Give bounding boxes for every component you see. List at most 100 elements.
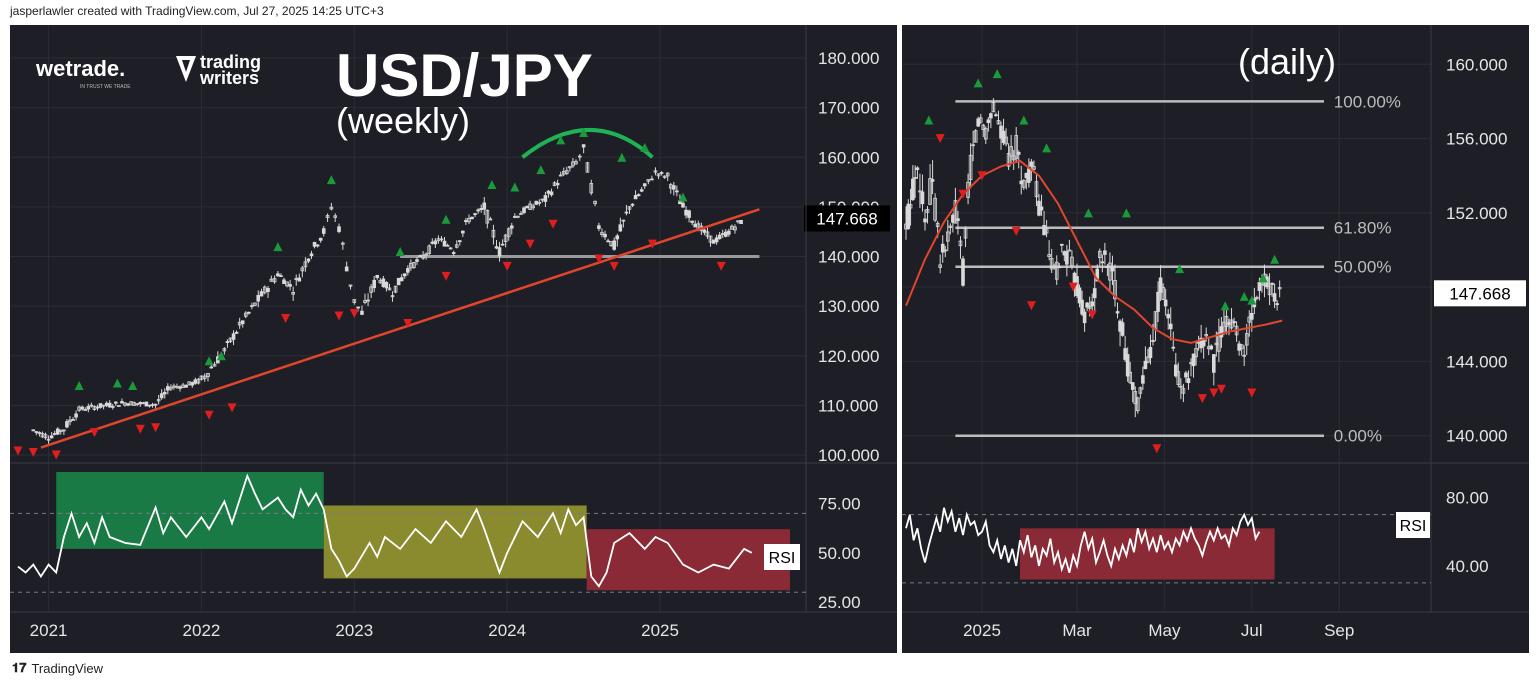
candle-body	[603, 233, 607, 238]
candle-body	[356, 306, 360, 309]
y-tick-label: 130.000	[818, 297, 879, 316]
up-marker	[1042, 143, 1052, 153]
candle-body	[467, 217, 471, 223]
candle-body	[920, 191, 925, 205]
candle-body	[445, 244, 450, 247]
candle-body	[938, 264, 942, 268]
candle-body	[585, 162, 590, 173]
candle-body	[279, 275, 283, 278]
candle-body	[266, 288, 270, 292]
candle-body	[723, 231, 728, 237]
candle-body	[1057, 266, 1062, 269]
candle-body	[739, 219, 743, 225]
candle-body	[98, 403, 103, 408]
candle-body	[396, 277, 401, 286]
candle-body	[285, 281, 289, 287]
candle-body	[1087, 306, 1092, 309]
daily-chart-title: (daily)	[1238, 41, 1336, 82]
candle-body	[636, 194, 641, 197]
down-marker	[403, 318, 413, 328]
candle-body	[62, 429, 66, 432]
candle-body	[1270, 282, 1274, 285]
rsi-tick-label: 40.00	[1446, 557, 1489, 576]
candle-body	[439, 238, 444, 241]
candle-body	[978, 117, 983, 123]
down-marker	[1087, 310, 1097, 320]
candle-body	[162, 391, 167, 395]
candle-body	[1100, 261, 1105, 264]
up-marker	[1270, 254, 1280, 264]
candle-body	[1092, 288, 1097, 299]
candle-body	[1108, 262, 1112, 281]
candle-body	[1186, 378, 1191, 384]
up-marker	[1239, 291, 1249, 301]
candle-body	[1209, 345, 1214, 350]
last-price-box	[1434, 280, 1526, 307]
up-marker	[326, 175, 336, 185]
last-price-box	[804, 205, 890, 232]
y-tick-label: 120.000	[818, 347, 879, 366]
candle-body	[259, 291, 264, 297]
rsi-tick-label: 25.00	[818, 593, 861, 612]
candle-body	[1103, 250, 1107, 255]
candle-body	[412, 262, 416, 268]
up-marker	[1247, 295, 1257, 305]
candle-body	[34, 431, 39, 433]
up-marker	[678, 192, 688, 202]
candle-body	[104, 402, 109, 406]
candle-body	[733, 226, 737, 231]
candle-body	[1229, 319, 1234, 329]
down-marker	[525, 239, 535, 249]
wetrade-logo-text: wetrade.	[35, 56, 125, 81]
down-marker	[1247, 388, 1257, 398]
candle-body	[1194, 348, 1198, 358]
candle-body	[1022, 180, 1026, 188]
chart-credit: jasperlawler created with TradingView.co…	[10, 4, 384, 18]
candle-body	[454, 244, 459, 248]
candle-body	[1171, 346, 1176, 349]
candle-body	[1095, 268, 1100, 282]
y-tick-label: 144.000	[1446, 352, 1507, 371]
down-marker	[609, 261, 619, 271]
candle-body	[705, 231, 710, 237]
x-tick-label: 2025	[641, 621, 679, 640]
candle-body	[457, 240, 462, 243]
up-marker	[556, 135, 566, 145]
candle-body	[390, 295, 395, 298]
candle-body	[253, 302, 257, 306]
candle-body	[662, 175, 667, 178]
candle-body	[37, 432, 42, 434]
candle-body	[708, 235, 713, 243]
candle-body	[83, 409, 88, 411]
candle-body	[222, 348, 227, 352]
candle-body	[953, 200, 958, 224]
candle-body	[1204, 334, 1209, 337]
candle-body	[344, 266, 349, 272]
wetrade-logo-tagline: IN TRUST WE TRADE	[80, 84, 131, 90]
candle-body	[199, 375, 204, 380]
candle-body	[291, 292, 295, 295]
candle-body	[1044, 228, 1049, 234]
candle-body	[1275, 303, 1279, 306]
candle-body	[519, 213, 523, 215]
candle-body	[555, 183, 560, 186]
down-marker	[13, 446, 23, 456]
candle-body	[531, 205, 535, 209]
up-marker	[924, 115, 934, 125]
candle-body	[247, 311, 251, 314]
candle-body	[961, 258, 965, 286]
candle-body	[918, 190, 922, 193]
candle-body	[1158, 277, 1163, 293]
candle-body	[402, 273, 407, 277]
candle-body	[337, 226, 341, 232]
down-marker	[1152, 444, 1162, 454]
candle-body	[256, 294, 261, 302]
up-marker	[510, 182, 520, 192]
candle-body	[1138, 387, 1143, 394]
candle-body	[485, 209, 490, 224]
candle-body	[52, 433, 57, 435]
x-tick-label: 2021	[30, 621, 68, 640]
candle-body	[522, 207, 526, 214]
candle-body	[442, 240, 447, 247]
